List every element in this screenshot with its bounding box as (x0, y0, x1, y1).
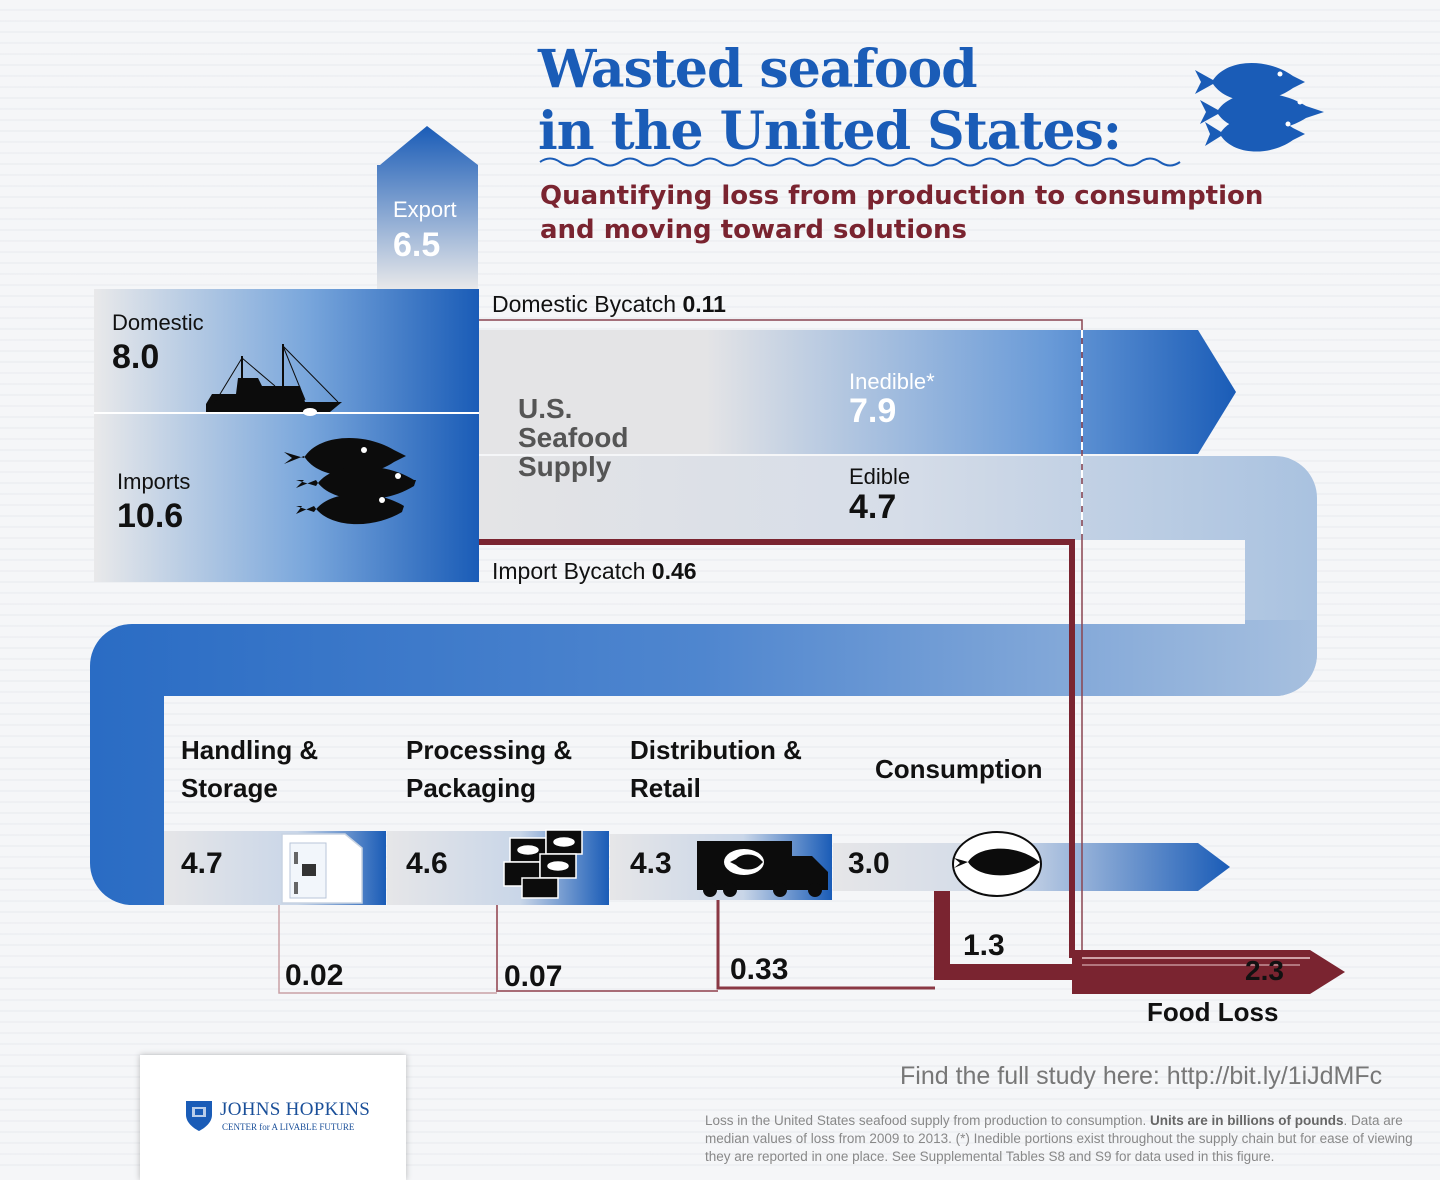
stage-title-processing-line-2: Packaging (406, 773, 537, 803)
fish-school-icon (1195, 62, 1324, 152)
domestic-label: Domestic (112, 310, 204, 335)
truck-icon (697, 841, 828, 897)
title-line-1: Wasted seafood (538, 39, 978, 100)
imports-label: Imports (117, 469, 191, 494)
loss-value-distribution: 0.33 (730, 953, 789, 986)
stage-title-handling-line-1: Handling & (181, 735, 319, 765)
domestic-bycatch-line (479, 319, 1083, 958)
logo-line-1: JOHNS HOPKINS (220, 1099, 371, 1120)
subtitle-line-1: Quantifying loss from production to cons… (540, 181, 1264, 211)
freezer-icon (281, 833, 363, 904)
footnote-units: Units are in billions of pounds (1150, 1113, 1344, 1128)
footnote: Loss in the United States seafood supply… (705, 1112, 1435, 1165)
study-link[interactable]: Find the full study here: http://bit.ly/… (900, 1062, 1383, 1090)
loss-value-consumption: 1.3 (963, 929, 1005, 962)
fish-icon (284, 438, 416, 525)
stage-value-handling: 4.7 (181, 847, 223, 880)
loss-value-processing: 0.07 (504, 960, 563, 993)
import-bycatch-line (479, 539, 1075, 958)
logo-card: JOHNS HOPKINS CENTER for A LIVABLE FUTUR… (140, 1055, 406, 1180)
stage-title-distribution: Distribution & Retail (630, 731, 802, 807)
loss-line-processing (496, 905, 718, 992)
supply-label-line-1: U.S. (518, 393, 573, 424)
supply-label: U.S. Seafood Supply (518, 394, 628, 481)
loss-line-distribution (716, 900, 935, 990)
inedible-label: Inedible* (849, 369, 935, 394)
domestic-bycatch-value: 0.11 (682, 291, 726, 317)
logo-line-2: CENTER for A LIVABLE FUTURE (222, 1122, 355, 1132)
loss-value-handling: 0.02 (285, 959, 344, 992)
export-label: Export (393, 197, 457, 222)
stage-title-distribution-line-2: Retail (630, 773, 701, 803)
domestic-value: 8.0 (112, 338, 160, 376)
imports-value: 10.6 (117, 497, 184, 535)
export-arrow (377, 126, 478, 290)
loss-line-handling (278, 905, 497, 994)
title-wave-underline (539, 157, 1181, 167)
plate-fish-icon (952, 831, 1042, 897)
subtitle-line-2: and moving toward solutions (540, 215, 967, 245)
food-loss-value: 2.3 (1245, 955, 1284, 986)
supply-label-line-2: Seafood (518, 422, 629, 453)
stage-value-distribution: 4.3 (630, 847, 672, 880)
stage-title-processing: Processing & Packaging (406, 731, 572, 807)
inedible-value: 7.9 (849, 392, 897, 430)
footnote-part-1: Loss in the United States seafood supply… (705, 1113, 1151, 1128)
imports-block (94, 414, 479, 582)
loop-band (90, 620, 1317, 905)
stage-value-consumption: 3.0 (848, 847, 890, 880)
domestic-bycatch-label: Domestic Bycatch (492, 291, 677, 317)
food-loss-arrow (1072, 950, 1345, 994)
stage-value-processing: 4.6 (406, 847, 448, 880)
supply-label-line-3: Supply (518, 451, 612, 482)
stage-title-handling-line-2: Storage (181, 773, 278, 803)
edible-value: 4.7 (849, 488, 897, 526)
import-bycatch-value: 0.46 (651, 558, 697, 584)
stage-title-consumption: Consumption (875, 754, 1043, 784)
import-bycatch: Import Bycatch 0.46 (492, 558, 697, 585)
export-value: 6.5 (393, 226, 441, 264)
domestic-bycatch: Domestic Bycatch 0.11 (492, 291, 726, 318)
import-bycatch-label: Import Bycatch (492, 558, 646, 584)
shield-icon (186, 1101, 212, 1131)
food-loss-label: Food Loss (1147, 997, 1279, 1027)
edible-label: Edible (849, 464, 911, 489)
stage-title-processing-line-1: Processing & (406, 735, 573, 765)
boxes-icon (503, 829, 583, 899)
edible-band (479, 456, 1317, 696)
footnote-part-2: . Data are median values of loss from 20… (705, 1113, 1413, 1164)
stage-title-handling: Handling & Storage (181, 731, 318, 807)
title-line-2: in the United States: (538, 101, 1122, 162)
stage-title-distribution-line-1: Distribution & (630, 735, 802, 765)
fishing-boat-icon (206, 344, 342, 416)
inedible-arrow (479, 330, 1236, 454)
